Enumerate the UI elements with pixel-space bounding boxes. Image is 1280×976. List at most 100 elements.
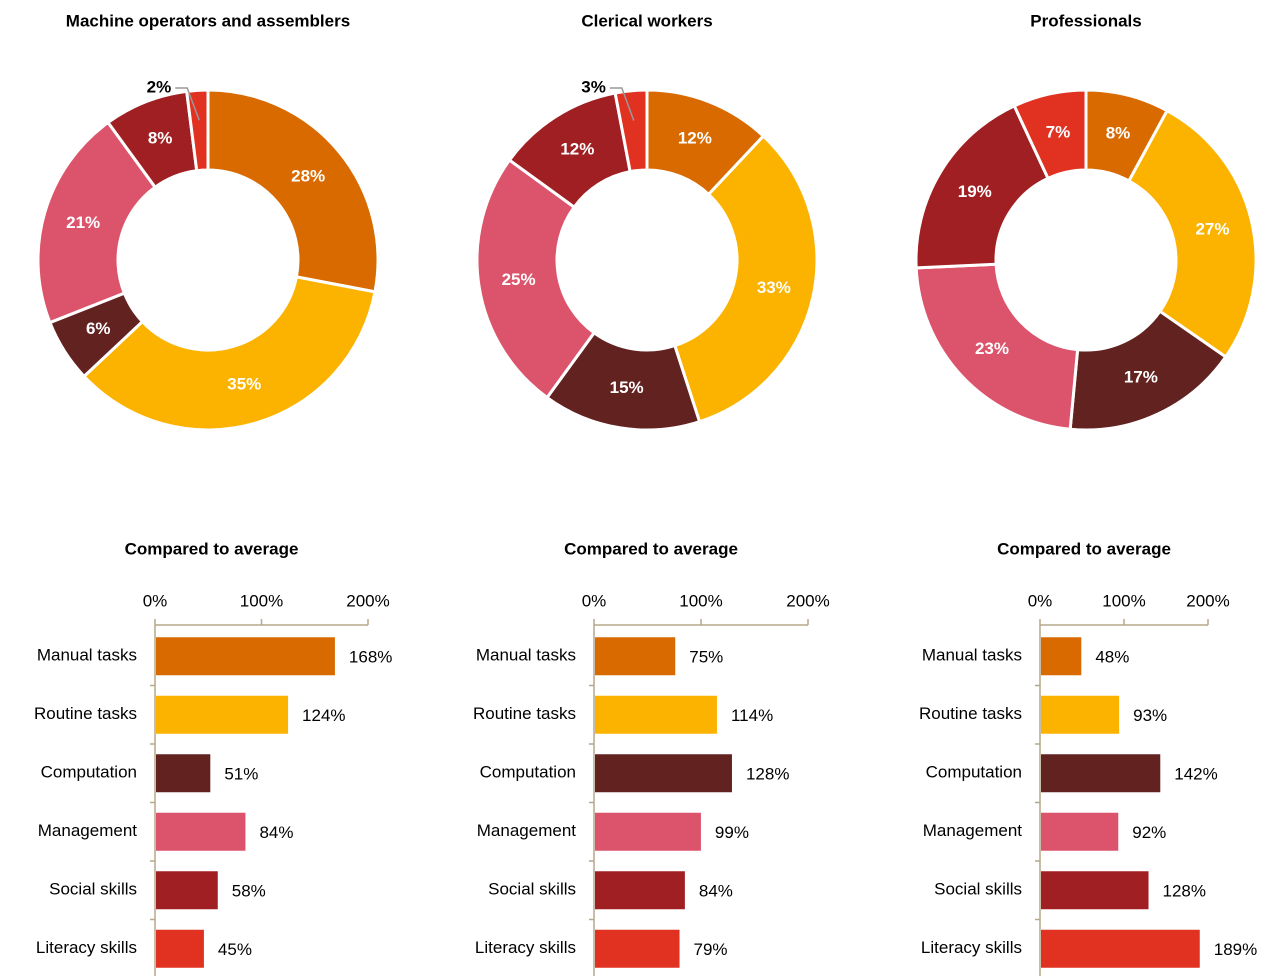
data-label: 28% xyxy=(291,167,325,186)
data-label: 128% xyxy=(1163,882,1206,901)
data-label: 3% xyxy=(581,77,606,96)
donut-slice xyxy=(185,88,210,173)
donut-slice xyxy=(672,133,819,424)
data-label: 142% xyxy=(1174,765,1217,784)
data-label: 33% xyxy=(757,278,791,297)
donut-slice xyxy=(1126,108,1258,359)
data-label: 12% xyxy=(560,140,594,159)
x-tick-label: 100% xyxy=(240,591,283,610)
x-tick-label: 0% xyxy=(143,591,168,610)
y-tick-label: Computation xyxy=(926,763,1022,782)
data-label: 48% xyxy=(1095,648,1129,667)
data-label: 84% xyxy=(259,823,293,842)
donut-slice xyxy=(914,103,1051,270)
bar xyxy=(1041,637,1082,676)
data-label: 23% xyxy=(975,339,1009,358)
y-tick-label: Manual tasks xyxy=(922,646,1022,665)
x-tick-label: 100% xyxy=(1102,591,1145,610)
bar xyxy=(595,812,701,851)
x-tick-label: 200% xyxy=(786,591,829,610)
chart-title: Compared to average xyxy=(997,539,1171,558)
bar xyxy=(1041,871,1149,910)
donut-slice xyxy=(1012,88,1088,181)
data-label: 58% xyxy=(232,882,266,901)
bar xyxy=(156,871,218,910)
y-tick-label: Management xyxy=(38,821,138,840)
chart-title: Compared to average xyxy=(125,539,299,558)
y-tick-label: Computation xyxy=(41,763,137,782)
bar xyxy=(1041,754,1161,793)
bar xyxy=(595,929,680,968)
donut-slice xyxy=(475,157,597,400)
y-tick-label: Social skills xyxy=(488,880,576,899)
donut-slice xyxy=(81,275,377,432)
chart-title: Professionals xyxy=(1030,11,1142,30)
donut-chart: Machine operators and assemblers 28% 35% 6%… xyxy=(36,11,380,432)
bar-chart: Compared to average 0% 100% 200% Manual task… xyxy=(473,539,830,976)
bar xyxy=(595,637,676,676)
x-tick-label: 200% xyxy=(346,591,389,610)
bar xyxy=(156,812,246,851)
chart-title: Compared to average xyxy=(564,539,738,558)
y-tick-label: Routine tasks xyxy=(473,704,576,723)
data-label: 168% xyxy=(349,648,392,667)
data-label: 12% xyxy=(678,129,712,148)
data-label: 84% xyxy=(699,882,733,901)
data-label: 27% xyxy=(1195,219,1229,238)
data-label: 189% xyxy=(1214,940,1257,959)
data-label: 6% xyxy=(86,319,111,338)
y-tick-label: Literacy skills xyxy=(475,938,576,957)
data-label: 25% xyxy=(502,270,536,289)
bar xyxy=(156,929,204,968)
data-label: 75% xyxy=(689,648,723,667)
y-tick-label: Social skills xyxy=(934,880,1022,899)
y-tick-label: Routine tasks xyxy=(34,704,137,723)
data-label: 21% xyxy=(66,213,100,232)
data-label: 51% xyxy=(224,765,258,784)
donut-slice xyxy=(36,120,158,325)
y-tick-label: Management xyxy=(477,821,577,840)
data-label: 93% xyxy=(1133,706,1167,725)
data-label: 17% xyxy=(1124,367,1158,386)
data-label: 8% xyxy=(1106,123,1131,142)
bar-chart: Compared to average 0% 100% 200% Manual task… xyxy=(34,539,392,976)
y-tick-label: Routine tasks xyxy=(919,704,1022,723)
y-tick-label: Computation xyxy=(480,763,576,782)
data-label: 114% xyxy=(731,706,773,725)
data-label: 99% xyxy=(715,823,749,842)
data-label: 92% xyxy=(1132,823,1166,842)
y-tick-label: Literacy skills xyxy=(921,938,1022,957)
donut-slice xyxy=(613,88,649,174)
x-tick-label: 200% xyxy=(1186,591,1229,610)
data-label: 19% xyxy=(958,182,992,201)
y-tick-label: Social skills xyxy=(49,880,137,899)
bar xyxy=(595,871,685,910)
bar xyxy=(595,695,717,734)
data-label: 128% xyxy=(746,765,789,784)
leader-line xyxy=(175,87,200,121)
donut-slice xyxy=(914,262,1080,431)
y-tick-label: Management xyxy=(923,821,1023,840)
x-tick-label: 0% xyxy=(1028,591,1053,610)
donut-chart: Professionals 8% 27% 17% 23% 19% 7% xyxy=(914,11,1258,432)
x-tick-label: 100% xyxy=(679,591,722,610)
bar xyxy=(1041,929,1200,968)
bar xyxy=(1041,812,1119,851)
donut-slice xyxy=(206,88,380,294)
x-tick-label: 0% xyxy=(582,591,607,610)
bar-chart: Compared to average 0% 100% 200% Manual task… xyxy=(919,539,1257,976)
data-label: 7% xyxy=(1046,123,1071,142)
y-tick-label: Manual tasks xyxy=(476,646,576,665)
data-label: 8% xyxy=(148,129,173,148)
bar xyxy=(1041,695,1120,734)
donut-chart: Clerical workers 12% 33% 15% 25% 12% 3% xyxy=(475,11,819,432)
leader-line xyxy=(609,87,635,121)
data-label: 124% xyxy=(302,706,345,725)
chart-title: Machine operators and assemblers xyxy=(66,11,350,30)
data-label: 15% xyxy=(610,378,644,397)
bar xyxy=(156,754,211,793)
y-tick-label: Literacy skills xyxy=(36,938,137,957)
data-label: 35% xyxy=(227,374,261,393)
data-label: 45% xyxy=(218,940,252,959)
